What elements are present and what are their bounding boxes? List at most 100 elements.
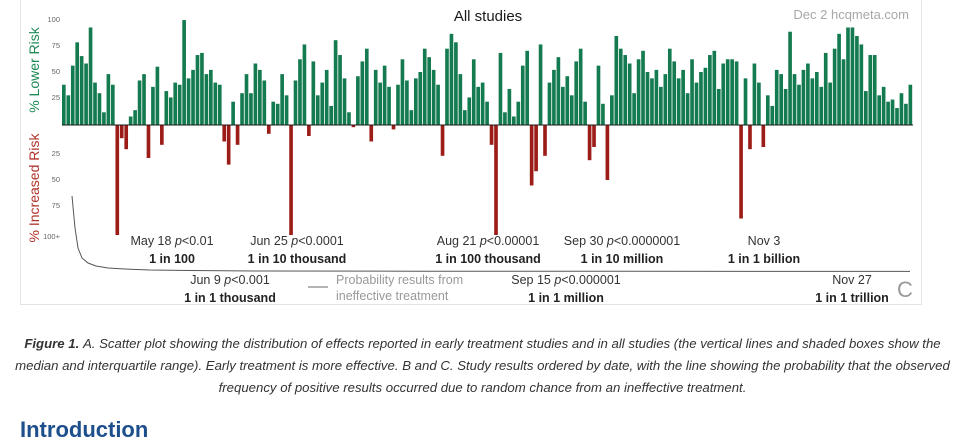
bar-lower-risk bbox=[151, 86, 155, 125]
bar-lower-risk bbox=[329, 105, 333, 125]
bar-increased-risk bbox=[124, 125, 129, 150]
bar-lower-risk bbox=[471, 59, 476, 125]
bar-lower-risk bbox=[378, 82, 382, 125]
bar-lower-risk bbox=[302, 44, 307, 125]
milestone-top: Jun 25 p<0.0001 1 in 10 thousand bbox=[248, 234, 347, 266]
bar-lower-risk bbox=[525, 50, 530, 125]
bar-lower-risk bbox=[315, 95, 320, 125]
bar-lower-risk bbox=[859, 44, 864, 125]
bar-lower-risk bbox=[177, 84, 182, 125]
bar-lower-risk bbox=[783, 88, 788, 125]
bar-lower-risk bbox=[516, 101, 521, 125]
bar-lower-risk bbox=[347, 112, 351, 125]
bar-lower-risk bbox=[872, 55, 877, 125]
bar-lower-risk bbox=[396, 84, 400, 125]
bar-lower-risk bbox=[422, 48, 427, 125]
bar-lower-risk bbox=[520, 65, 525, 125]
milestone-top: Sep 30 p<0.0000001 1 in 10 million bbox=[564, 234, 680, 266]
bar-lower-risk bbox=[863, 91, 868, 125]
bar-lower-risk bbox=[405, 80, 409, 125]
bar-lower-risk bbox=[84, 63, 88, 125]
bar-lower-risk bbox=[895, 108, 899, 125]
probability-milestones: May 18 p<0.01 1 in 100 Jun 25 p<0.0001 1 in… bbox=[130, 234, 888, 305]
bar-lower-risk bbox=[654, 69, 659, 125]
caption-text-a: Scatter plot showing the distribution of… bbox=[15, 336, 941, 374]
bar-increased-risk bbox=[222, 125, 227, 142]
y-tick-label-upper: 75 bbox=[52, 41, 60, 50]
figure-caption: Figure 1. A. Scatter plot showing the di… bbox=[14, 333, 951, 399]
bar-lower-risk bbox=[694, 82, 699, 125]
bar-lower-risk bbox=[449, 33, 454, 126]
bar-lower-risk bbox=[703, 67, 708, 125]
bar-lower-risk bbox=[249, 93, 253, 125]
bar-lower-risk bbox=[712, 50, 717, 125]
bar-lower-risk bbox=[217, 84, 222, 125]
bar-lower-risk bbox=[418, 72, 423, 125]
milestone-date-p: Sep 30 p<0.0000001 bbox=[564, 234, 680, 248]
bar-increased-risk bbox=[543, 125, 547, 156]
milestone-odds: 1 in 100 bbox=[149, 252, 195, 266]
bar-lower-risk bbox=[66, 95, 71, 125]
bar-lower-risk bbox=[538, 44, 543, 125]
y-axis-label-lower-risk: % Lower Risk bbox=[26, 26, 42, 113]
bar-lower-risk bbox=[770, 105, 775, 125]
bar-increased-risk bbox=[146, 125, 151, 158]
bar-lower-risk bbox=[565, 76, 570, 125]
bar-lower-risk bbox=[623, 55, 628, 125]
bar-lower-risk bbox=[904, 103, 908, 125]
bar-lower-risk bbox=[663, 74, 668, 125]
bar-lower-risk bbox=[454, 42, 458, 125]
bar-lower-risk bbox=[881, 86, 886, 125]
probability-line bbox=[71, 195, 911, 272]
y-tick-label-upper: 50 bbox=[52, 67, 60, 76]
milestone-date-p: Jun 9 p<0.001 bbox=[190, 273, 270, 287]
bar-lower-risk bbox=[342, 78, 347, 125]
bar-lower-risk bbox=[578, 48, 583, 125]
bar-lower-risk bbox=[476, 86, 481, 125]
bar-lower-risk bbox=[209, 69, 213, 125]
panel-letter: C bbox=[897, 277, 913, 302]
milestone-odds: 1 in 1 trillion bbox=[815, 291, 889, 305]
milestone-bottom: Nov 27 1 in 1 trillion bbox=[815, 273, 889, 305]
bar-lower-risk bbox=[846, 27, 850, 126]
bar-lower-risk bbox=[364, 48, 369, 125]
caption-label: Figure 1. bbox=[24, 336, 80, 352]
bar-lower-risk bbox=[324, 69, 329, 125]
y-axis-ticks: 100 75 50 25 25 50 75 100+ bbox=[43, 15, 61, 241]
bar-lower-risk bbox=[552, 69, 556, 125]
bar-lower-risk bbox=[240, 93, 244, 125]
bar-lower-risk bbox=[681, 69, 685, 125]
bar-lower-risk bbox=[886, 101, 890, 125]
bar-lower-risk bbox=[632, 93, 636, 125]
bar-lower-risk bbox=[823, 52, 828, 125]
bar-lower-risk bbox=[806, 63, 810, 125]
results-chart: All studies Dec 2 hcqmeta.com % Increase… bbox=[26, 7, 913, 305]
bar-lower-risk bbox=[467, 97, 472, 125]
bar-lower-risk bbox=[213, 82, 218, 125]
bar-increased-risk bbox=[761, 125, 766, 147]
bar-lower-risk bbox=[298, 59, 302, 125]
chart-title: All studies bbox=[454, 8, 522, 25]
bar-lower-risk bbox=[262, 80, 267, 125]
caption-part-a: A. bbox=[82, 336, 96, 352]
bar-lower-risk bbox=[627, 63, 632, 125]
bar-increased-risk bbox=[391, 125, 396, 130]
bar-lower-risk bbox=[850, 27, 855, 126]
bar-lower-risk bbox=[734, 61, 739, 125]
bar-lower-risk bbox=[699, 72, 703, 125]
bar-lower-risk bbox=[231, 101, 235, 125]
bar-lower-risk bbox=[556, 57, 561, 125]
milestone-bottom: Sep 15 p<0.000001 1 in 1 million bbox=[511, 273, 621, 305]
y-tick-label-upper: 100 bbox=[47, 15, 60, 24]
bar-lower-risk bbox=[133, 110, 137, 125]
bar-lower-risk bbox=[877, 95, 882, 125]
bar-lower-risk bbox=[716, 88, 721, 125]
milestone-date-p: Nov 3 bbox=[748, 234, 781, 248]
bar-lower-risk bbox=[88, 27, 93, 126]
bar-lower-risk bbox=[413, 78, 418, 125]
milestone-top: May 18 p<0.01 1 in 100 bbox=[130, 234, 213, 266]
milestone-odds: 1 in 100 thousand bbox=[435, 252, 541, 266]
bar-lower-risk bbox=[79, 56, 84, 125]
bar-lower-risk bbox=[569, 95, 574, 125]
bar-lower-risk bbox=[338, 55, 342, 125]
